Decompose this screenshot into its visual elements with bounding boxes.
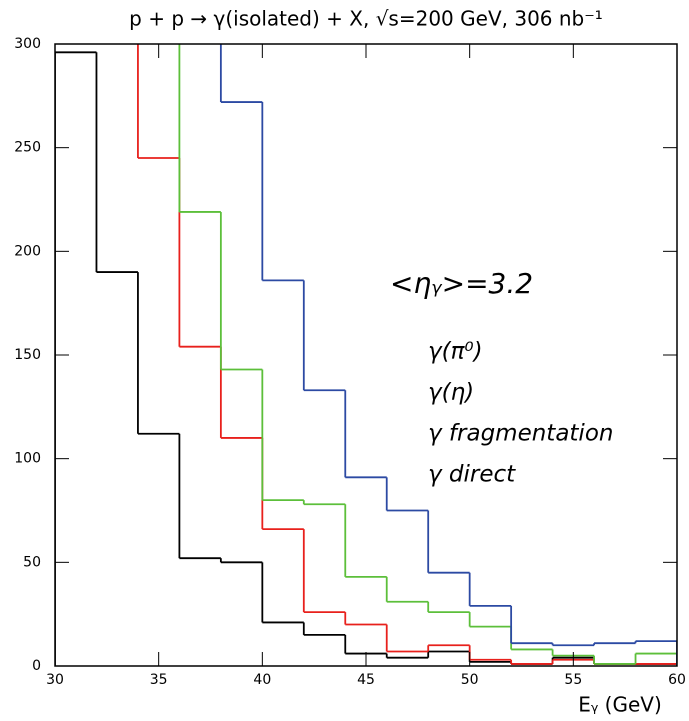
annotation: <ηᵧ>=3.2 xyxy=(390,267,533,300)
y-tick-label: 200 xyxy=(14,243,41,259)
x-axis-label: Eᵧ (GeV) xyxy=(578,693,662,717)
legend-entry: γ(π⁰) xyxy=(428,339,483,365)
x-tick-label: 40 xyxy=(253,672,271,688)
y-tick-label: 250 xyxy=(14,140,41,156)
y-tick-label: 0 xyxy=(32,658,41,674)
y-tick-label: 300 xyxy=(14,36,41,52)
y-tick-label: 150 xyxy=(14,347,41,363)
legend-entry: γ direct xyxy=(428,462,516,488)
plot-frame xyxy=(54,43,678,667)
plot-area xyxy=(55,44,677,666)
legend-entry: γ fragmentation xyxy=(428,421,613,447)
legend-entry: γ(η) xyxy=(428,380,474,406)
x-tick-label: 50 xyxy=(461,672,479,688)
x-tick-label: 35 xyxy=(150,672,168,688)
x-tick-label: 30 xyxy=(46,672,64,688)
x-tick-label: 55 xyxy=(564,672,582,688)
x-tick-label: 45 xyxy=(357,672,375,688)
x-tick-label: 60 xyxy=(668,672,686,688)
y-tick-label: 100 xyxy=(14,451,41,467)
y-tick-label: 50 xyxy=(23,554,41,570)
chart-title: p + p → γ(isolated) + X, √s=200 GeV, 306… xyxy=(129,7,603,31)
